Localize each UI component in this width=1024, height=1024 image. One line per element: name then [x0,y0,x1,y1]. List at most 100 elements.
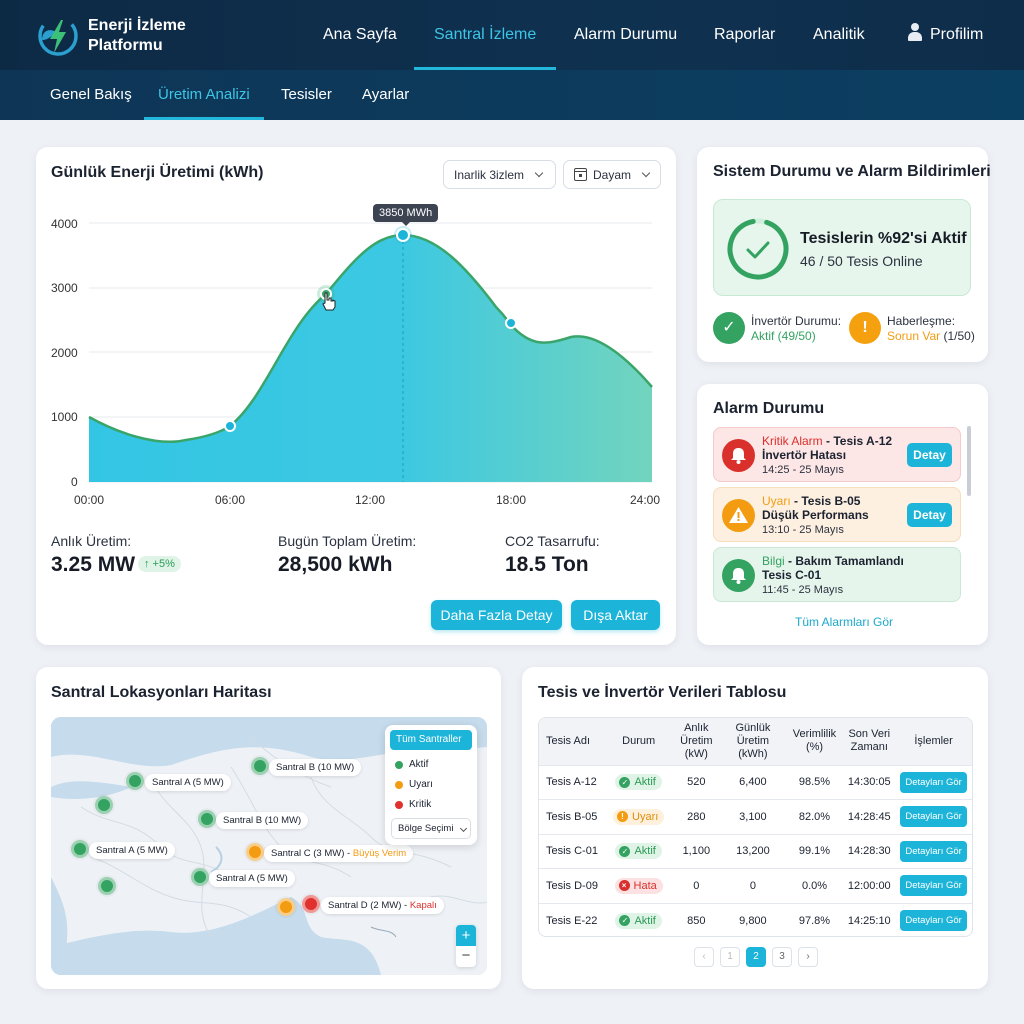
view-details-button[interactable]: Detayları Gör [900,771,967,793]
nav-alarm-status[interactable]: Alarm Durumu [574,26,678,43]
hand-cursor-icon [322,292,336,311]
data-table-container: Tesis Adı Durum Anlık Üretim (kW) Günlük… [538,717,973,937]
green-dot-icon [395,760,403,769]
pin-label: Santral D (2 MW) - Kapalı [321,897,444,914]
app-logo[interactable]: Enerji İzleme Platformu [36,14,186,58]
nav-home[interactable]: Ana Sayfa [323,26,397,43]
map-pin-active[interactable] [126,772,144,790]
energy-bolt-leaf-icon [38,16,78,56]
more-details-button[interactable]: Daha Fazla Detay [431,600,562,630]
view-details-button[interactable]: Detayları Gör [900,875,967,897]
pagination: ‹ 1 2 3 › [694,947,818,967]
column-header[interactable]: Durum [622,734,656,747]
alarm-item-info[interactable]: Bilgi - Bakım Tamamlandı Tesis C-01 11:4… [713,547,961,602]
map-zoom-control: + − [456,925,476,967]
map-pin-active[interactable] [71,840,89,858]
map-pin-warning[interactable] [277,898,295,916]
view-details-button[interactable]: Detayları Gör [900,910,967,931]
calendar-icon [574,168,587,181]
exclamation-icon: ! [617,811,629,823]
view-all-alarms-link[interactable]: Tüm Alarmları Gör [795,615,894,629]
column-header[interactable]: Tesis Adı [546,734,591,747]
period-dropdown[interactable]: Dayam [563,160,661,189]
nav-analytics[interactable]: Analitik [813,26,865,43]
facility-inverter-table-card: Tesis ve İnvertör Verileri Tablosu Tesis… [522,667,988,989]
column-header[interactable]: Günlük Üretim (kWh) [735,721,771,760]
subnav-production-analysis[interactable]: Üretim Analizi [144,70,264,120]
alarm-item-critical[interactable]: Kritik Alarm - Tesis A-12 İnvertör Hatas… [713,427,961,482]
pin-label: Santral B (10 MW) [216,812,309,829]
total-production-label: Bugün Toplam Üretim: [278,533,417,549]
zoom-out-button[interactable]: − [461,947,471,964]
map-pin-active[interactable] [251,757,269,775]
map-view[interactable]: Santral A (5 MW) Santral B (10 MW) Santr… [51,717,487,975]
y-tick: 3000 [51,281,78,295]
subnav-facilities[interactable]: Tesisler [281,86,332,103]
active-facilities-summary: Tesislerin %92'si Aktif 46 / 50 Tesis On… [713,199,971,296]
all-plants-filter[interactable]: Tüm Santraller [390,730,472,750]
page-button-3[interactable]: 3 [772,947,792,967]
legend-critical[interactable]: Kritik [395,799,431,810]
table-row: Tesis A-12 ✓ Aktif 520 6,400 98.5% 14:30:… [539,765,972,800]
check-icon: ✓ [619,845,631,857]
check-icon: ✓ [619,915,631,926]
legend-active[interactable]: Aktif [395,759,428,770]
pin-label: Santral B (10 MW) [269,759,362,776]
pin-label: Santral A (5 MW) [209,870,295,887]
x-tick: 00:00 [73,493,105,507]
view-details-button[interactable]: Detayları Gör [900,840,967,862]
change-badge: ↑ +5% [138,556,181,572]
x-tick: 12:00 [354,493,386,507]
legend-warning[interactable]: Uyarı [395,779,433,790]
prev-page-button[interactable]: ‹ [694,947,714,967]
map-pin-active[interactable] [198,810,216,828]
zoom-in-button[interactable]: + [456,925,476,946]
map-legend: Tüm Santraller Aktif Uyarı Kritik Bölge … [385,725,477,845]
instant-production-label: Anlık Üretim: [51,533,132,549]
status-badge: ✓ Aktif [615,912,662,929]
bell-icon [722,559,755,592]
map-pin-active[interactable] [98,877,116,895]
export-button[interactable]: Dışa Aktar [571,600,660,630]
column-header[interactable]: Son Veri Zamanı [848,728,891,754]
subnav-overview[interactable]: Genel Bakış [50,86,132,103]
card-title: Santral Lokasyonları Haritası [51,684,272,701]
map-pin-active[interactable] [191,868,209,886]
view-details-button[interactable]: Detayları Gör [900,806,967,828]
pin-label: Santral A (5 MW) [89,842,175,859]
map-pin-critical[interactable] [302,895,320,913]
alarm-detail-button[interactable]: Detay [907,443,952,467]
bell-ringing-icon [722,439,755,472]
nav-plant-monitoring[interactable]: Santral İzleme [413,0,557,70]
next-page-button[interactable]: › [798,947,818,967]
area-chart[interactable] [36,147,676,507]
map-pin-active[interactable] [95,796,113,814]
progress-ring-check-icon [727,218,789,280]
map-pin-warning[interactable] [246,843,264,861]
page-button-1[interactable]: 1 [720,947,740,967]
alarm-list-scrollbar[interactable] [967,426,971,496]
status-badge: × Hata [614,877,663,894]
nav-reports[interactable]: Raporlar [714,26,776,43]
card-title: Sistem Durumu ve Alarm Bildirimleri [713,163,991,180]
sub-navigation-bar: Genel Bakış Üretim Analizi Tesisler Ayar… [0,70,1024,120]
alarm-item-warning[interactable]: Uyarı - Tesis B-05 Düşük Performans 13:1… [713,487,961,542]
table-header-row: Tesis Adı Durum Anlık Üretim (kW) Günlük… [539,718,972,765]
region-select-dropdown[interactable]: Bölge Seçimi [391,818,471,839]
pin-label: Santral C (3 MW) - Büyüş Verim [264,845,414,862]
x-tick: 18:00 [495,493,527,507]
page-button-2[interactable]: 2 [746,947,766,967]
check-circle-icon: ✓ [713,312,745,344]
view-dropdown[interactable]: Inarlik 3izlem [443,160,556,189]
alarm-detail-button[interactable]: Detay [907,503,952,527]
warning-triangle-icon [722,499,755,532]
subnav-settings[interactable]: Ayarlar [362,86,410,103]
column-header[interactable]: Anlık Üretim (kW) [680,721,713,760]
warning-circle-icon: ! [849,312,881,344]
status-badge: ✓ Aktif [615,843,662,860]
y-tick: 2000 [51,346,78,360]
active-percentage-headline: Tesislerin %92'si Aktif [800,230,967,247]
nav-profile[interactable]: Profilim [908,0,983,70]
co2-savings-value: 18.5 Ton [505,553,589,576]
column-header[interactable]: Verimlilik (%) [792,728,837,754]
